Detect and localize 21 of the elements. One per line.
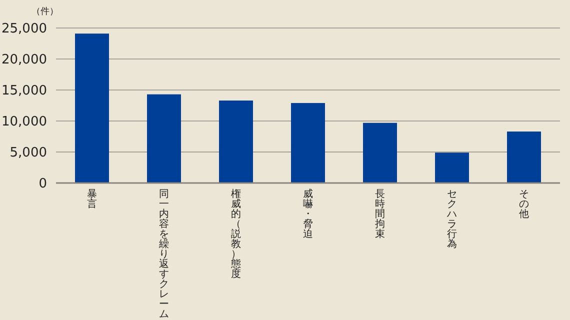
x-tick-label: 長時間拘束 [375, 188, 385, 240]
x-tick-label: 威嚇・脅迫 [303, 188, 313, 240]
y-tick-label: 20,000 [2, 52, 47, 68]
bar [363, 122, 397, 183]
x-tick-label: セクハラ行為 [447, 188, 457, 250]
bar [75, 34, 109, 183]
y-axis-title: （件） [32, 6, 58, 17]
y-tick-label: 25,000 [2, 22, 47, 36]
bar [291, 103, 325, 183]
bar [507, 132, 541, 183]
y-tick-label: 10,000 [2, 114, 47, 130]
x-tick-label: 権威的（説教）態度 [231, 188, 241, 280]
x-tick-label: 同一内容を繰り返すクレーム [159, 188, 169, 320]
bar [435, 152, 469, 183]
y-tick-label: 0 [38, 176, 47, 192]
y-tick-label: 15,000 [2, 84, 47, 98]
y-tick-label: 5,000 [10, 146, 47, 160]
bar [147, 94, 181, 183]
x-tick-label: 暴言 [87, 188, 97, 210]
bar [219, 100, 253, 183]
x-tick-label: その他 [519, 188, 529, 220]
